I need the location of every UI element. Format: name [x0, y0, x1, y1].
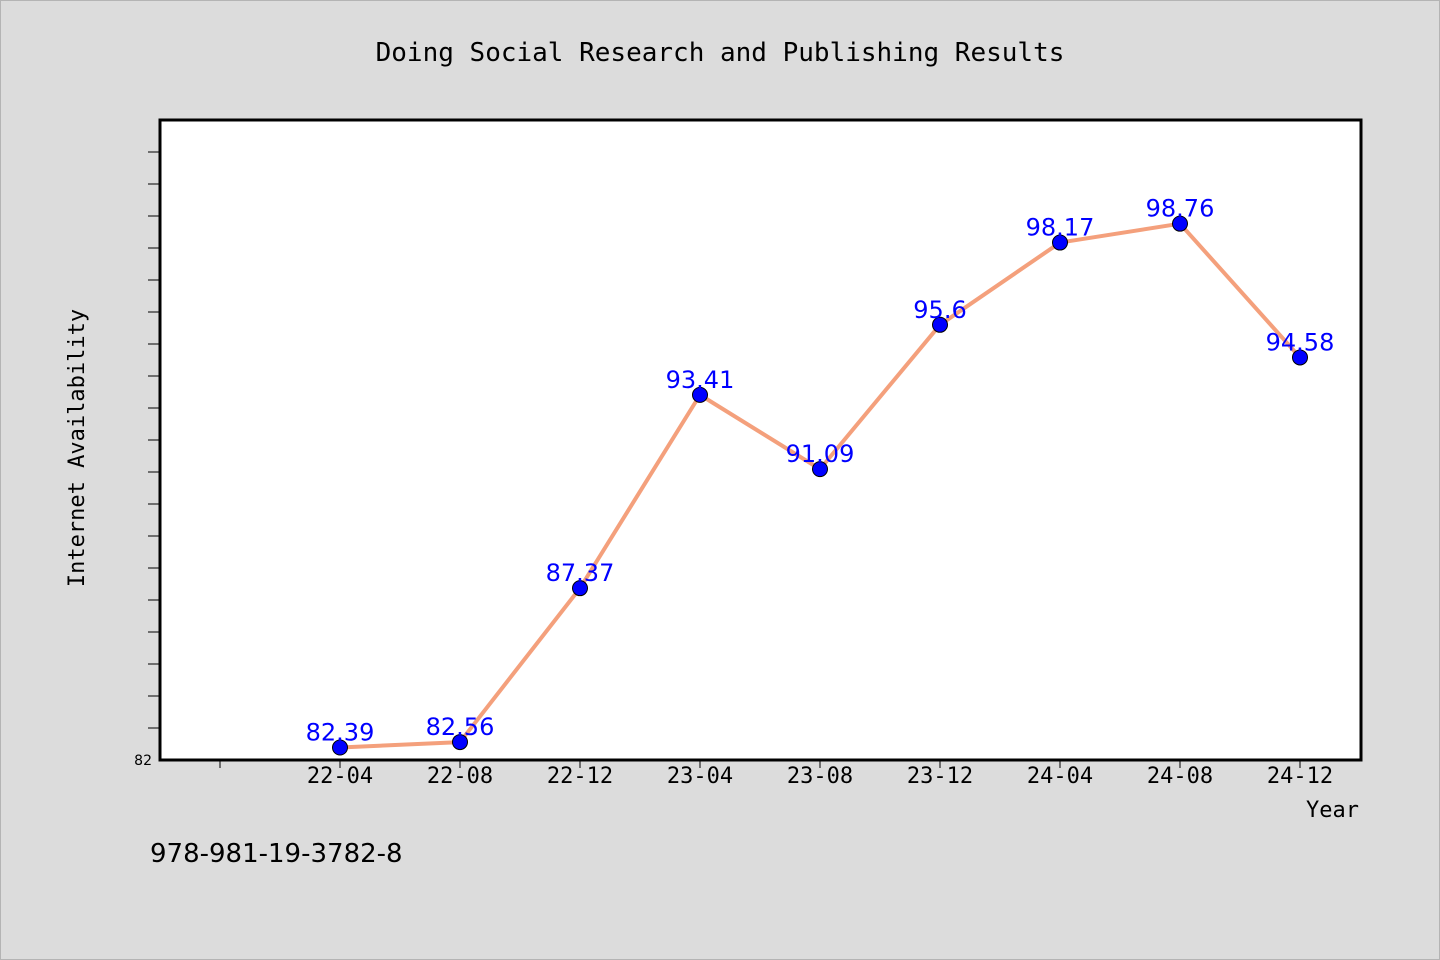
- data-label: 91.09: [786, 440, 855, 468]
- x-tick-label: 22-04: [307, 764, 373, 789]
- x-tick-label: 22-12: [547, 764, 613, 789]
- data-point: [812, 461, 828, 478]
- data-label: 98.76: [1146, 195, 1215, 223]
- chart-title: Doing Social Research and Publishing Res…: [376, 38, 1065, 68]
- x-tick-labels: 22-04 22-08 22-12 23-04 23-08 23-12 24-04 24-08…: [307, 764, 1333, 789]
- y-axis-label: Internet Availability: [65, 309, 90, 587]
- data-label: 98.17: [1026, 214, 1095, 242]
- x-tick-label: 23-12: [907, 764, 973, 789]
- footer-isbn: 978-981-19-3782-8: [150, 839, 403, 869]
- x-tick-label: 23-04: [667, 764, 733, 789]
- data-label: 82.39: [306, 719, 375, 747]
- data-label: 93.41: [666, 366, 735, 394]
- data-label: 95.6: [913, 296, 966, 324]
- data-point: [332, 739, 348, 756]
- x-tick-label: 23-08: [787, 764, 853, 789]
- x-axis-ticks: [219, 760, 1301, 768]
- x-axis-label: Year: [1306, 798, 1359, 823]
- data-point: [1172, 215, 1188, 232]
- data-label: 82.56: [426, 713, 495, 741]
- data-label: 87.37: [546, 559, 615, 587]
- data-point: [692, 386, 708, 403]
- series-layer: 82.39 82.56 87.37 93.41 91.09 95.6 98.17 98.76 9…: [306, 195, 1335, 756]
- x-tick-label: 24-12: [1267, 764, 1333, 789]
- x-tick-label: 22-08: [427, 764, 493, 789]
- x-tick-label: 24-04: [1027, 764, 1093, 789]
- data-point: [452, 734, 468, 751]
- data-point: [1292, 349, 1308, 366]
- data-point: [572, 580, 588, 597]
- data-point: [1052, 234, 1068, 251]
- data-point: [932, 316, 948, 333]
- y-axis-ticks: [148, 151, 160, 729]
- x-tick-label: 24-08: [1147, 764, 1213, 789]
- y-tick-label-min: 82: [134, 753, 152, 769]
- data-label: 94.58: [1266, 328, 1335, 356]
